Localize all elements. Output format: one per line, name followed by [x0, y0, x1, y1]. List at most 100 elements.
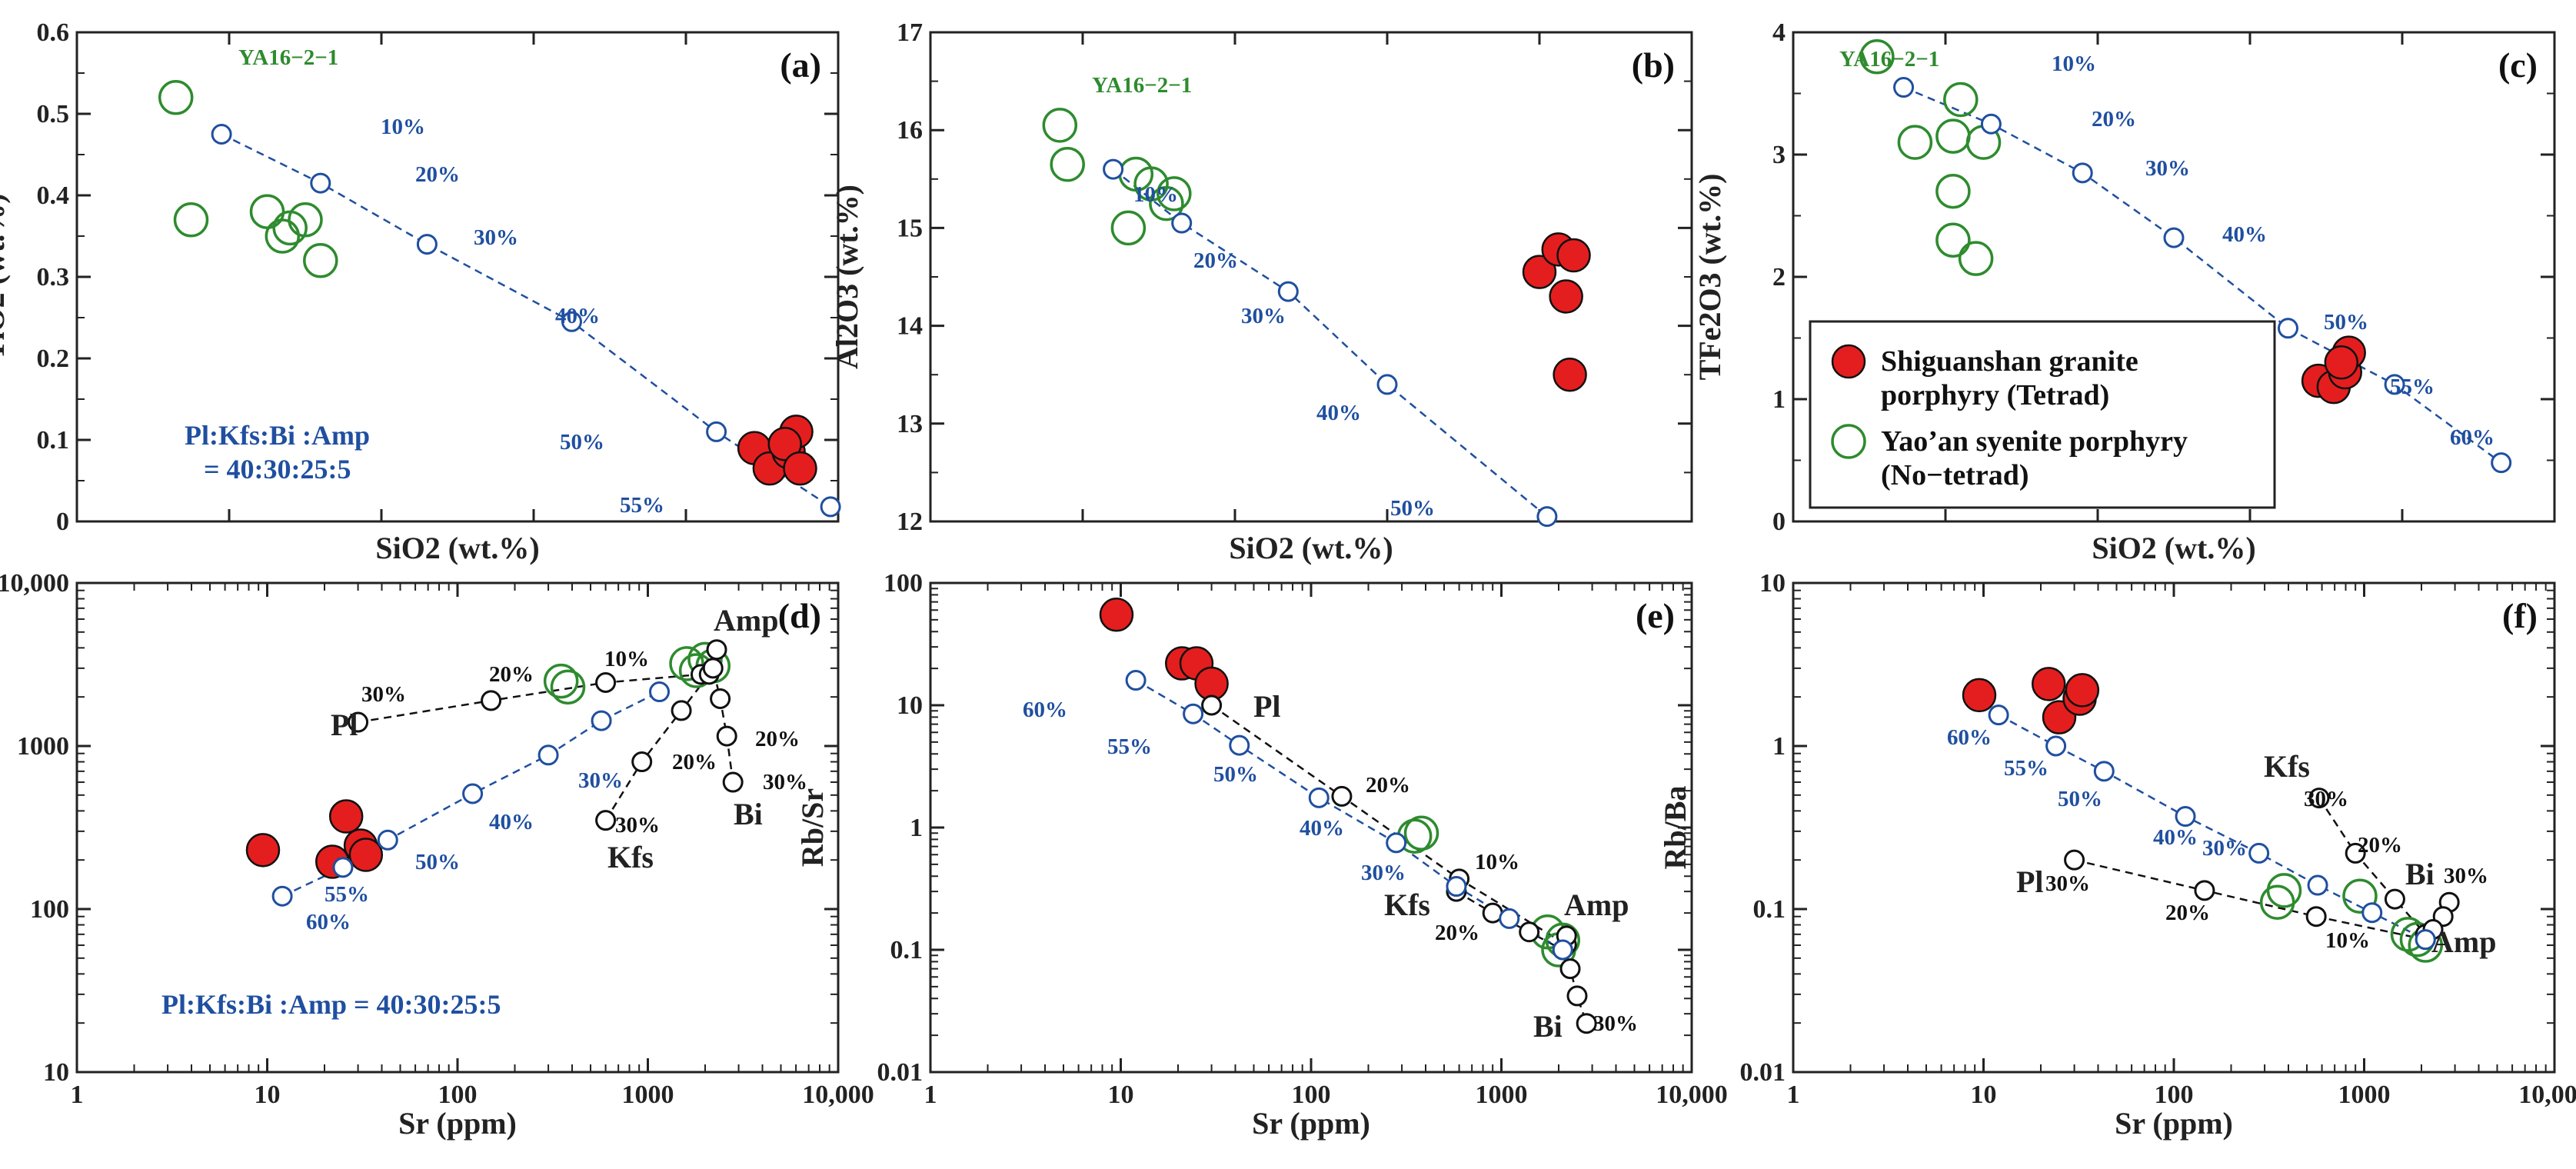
y-axis-label: TiO2 (wt.%): [0, 193, 11, 360]
y-axis-label: Rb/Sr: [795, 788, 830, 867]
tetrad-point: [1962, 678, 1997, 713]
notetrad-point: [288, 202, 323, 238]
notetrad-point: [1042, 108, 1078, 143]
panel-c: 0 1 2 3 4 SiO2 (wt.%) TFe2O3 (wt.%) (c): [1692, 18, 2556, 565]
panel-label: (d): [778, 596, 821, 635]
notetrad-point: [1859, 39, 1895, 75]
model-point: [1229, 734, 1250, 756]
model-percent-label: 40%: [1316, 401, 1361, 425]
mineral-trend-line: [2074, 858, 2426, 941]
model-percent-label: 50%: [2058, 787, 2102, 811]
model-point: [2093, 761, 2115, 782]
model-point: [377, 829, 398, 851]
mineral-name-kfs: Kfs: [1384, 888, 1430, 922]
x-axis-label: SiO2 (wt.%): [1229, 531, 1393, 565]
model-point: [820, 496, 841, 518]
notetrad-point: [543, 663, 579, 699]
y-tick-label: 0: [56, 508, 69, 536]
y-tick-label: 0.1: [890, 936, 924, 964]
model-point: [2491, 452, 2512, 474]
sample-label: YA16−2−1: [1839, 47, 1939, 72]
tetrad-point: [348, 838, 384, 872]
y-tick-label: 10: [43, 1058, 69, 1087]
model-point: [2072, 162, 2093, 184]
model-percent-label: 20%: [415, 162, 460, 187]
model-percent-label: 30%: [474, 225, 518, 250]
x-tick-label: 1000: [622, 1081, 674, 1109]
notetrad-point: [1935, 173, 1971, 209]
y-axis-label: Rb/Ba: [1658, 786, 1692, 870]
x-tick-label: 10,000: [2518, 1081, 2576, 1109]
mineral-name-pl: Pl: [331, 708, 358, 742]
y-axis-label: Al2O3 (wt.%): [830, 185, 864, 369]
x-tick-label: 10,000: [802, 1081, 874, 1109]
mineral-name-bi: Bi: [2405, 857, 2435, 891]
notetrad-point: [2259, 884, 2295, 920]
model-point: [1103, 158, 1124, 180]
notetrad-point: [1149, 185, 1184, 221]
mineral-name-amp: Amp: [714, 603, 778, 638]
legend-tetrad-label: porphyry (Tetrad): [1881, 379, 2109, 411]
y-tick-label: 17: [897, 18, 923, 47]
model-note: Pl:Kfs:Bi :Amp = 40:30:25:5: [161, 989, 501, 1020]
model-percent-label: 30%: [2145, 156, 2190, 181]
y-tick-label: 4: [1772, 18, 1786, 47]
mineral-name-amp: Amp: [2431, 924, 2496, 959]
model-percent-label: 55%: [2390, 375, 2435, 399]
mineral-name-amp: Amp: [1564, 888, 1629, 922]
y-tick-label: 0.01: [877, 1058, 924, 1087]
model-percent-label: 60%: [1023, 698, 1067, 722]
mineral-trend-point: [1519, 921, 1540, 943]
tetrad-point: [1553, 357, 1587, 392]
panel-a: 0 0.1 0.2 0.3 0.4 0.5 0.6 SiO2 (wt.%) TiO2 (wt.%…: [0, 18, 841, 565]
mineral-trend-point: [1331, 785, 1353, 807]
y-tick-label: 0.01: [1740, 1058, 1786, 1087]
model-point: [2248, 842, 2270, 864]
y-tick-label: 0: [1772, 508, 1786, 536]
y-tick-label: 0.1: [37, 426, 70, 455]
model-point: [1386, 832, 1407, 854]
model-point: [271, 885, 293, 907]
panel-label: (e): [1636, 596, 1675, 635]
mineral-name-pl: Pl: [2016, 864, 2044, 899]
y-tick-label: 1: [910, 814, 923, 842]
panel-b: 12 13 14 15 16 17 SiO2 (wt.%) Al2O3 (wt.%) (b): [830, 18, 1693, 565]
notetrad-point: [1050, 146, 1085, 182]
model-note: = 40:30:25:5: [204, 454, 351, 485]
model-point: [1125, 670, 1147, 691]
x-axis-label: Sr (ppm): [398, 1106, 517, 1141]
y-tick-label: 100: [30, 895, 69, 924]
mineral-percent-label: 20%: [1435, 921, 1479, 945]
model-point: [2415, 929, 2436, 951]
model-point: [2384, 374, 2405, 395]
y-tick-label: 0.5: [37, 100, 70, 128]
model-point: [2163, 227, 2185, 248]
y-tick-label: 1: [1772, 385, 1786, 414]
model-point: [649, 681, 671, 703]
mineral-trend-point: [631, 751, 653, 773]
mineral-trend-point: [1559, 958, 1581, 980]
y-tick-label: 100: [884, 569, 923, 598]
mineral-trend-point: [2345, 842, 2366, 864]
model-point: [591, 710, 612, 731]
model-percent-label: 40%: [1300, 816, 1344, 841]
tetrad-point: [2031, 667, 2066, 701]
model-percent-label: 40%: [555, 304, 600, 328]
model-percent-label: 60%: [2450, 425, 2494, 450]
notetrad-point: [173, 202, 209, 238]
tetrad-point: [328, 799, 364, 834]
mineral-percent-label: 20%: [755, 727, 800, 751]
tetrad-point: [1099, 598, 1134, 632]
model-percent-label: 50%: [415, 850, 460, 874]
y-tick-label: 10: [1759, 569, 1786, 598]
x-tick-label: 1: [71, 1081, 84, 1109]
notetrad-point: [265, 218, 301, 254]
model-percent-label: 55%: [324, 882, 369, 907]
model-point: [1376, 374, 1398, 395]
panel-label: (a): [780, 45, 821, 85]
model-curve: [221, 133, 831, 508]
mineral-trend-point: [2064, 849, 2085, 871]
y-tick-label: 0.6: [37, 18, 70, 47]
notetrad-point: [1943, 82, 1979, 118]
mineral-trend-line: [712, 668, 734, 783]
